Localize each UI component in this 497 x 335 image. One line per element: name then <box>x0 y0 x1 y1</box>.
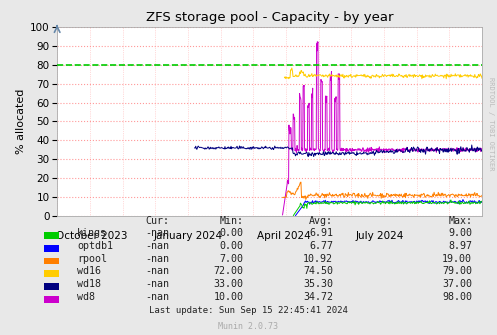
Text: 0.00: 0.00 <box>220 241 244 251</box>
Text: wd8: wd8 <box>77 292 95 302</box>
Text: 6.91: 6.91 <box>309 228 333 238</box>
Text: Munin 2.0.73: Munin 2.0.73 <box>219 322 278 331</box>
Text: Cur:: Cur: <box>145 216 169 226</box>
Text: -nan: -nan <box>145 266 169 276</box>
Text: optdb1: optdb1 <box>77 241 113 251</box>
Text: 0.00: 0.00 <box>220 228 244 238</box>
Text: -nan: -nan <box>145 292 169 302</box>
Text: kings: kings <box>77 228 107 238</box>
Text: 7.00: 7.00 <box>220 254 244 264</box>
Text: wd18: wd18 <box>77 279 101 289</box>
Text: Max:: Max: <box>448 216 472 226</box>
Text: wd16: wd16 <box>77 266 101 276</box>
Text: 74.50: 74.50 <box>303 266 333 276</box>
Text: 6.77: 6.77 <box>309 241 333 251</box>
Text: 34.72: 34.72 <box>303 292 333 302</box>
Text: -nan: -nan <box>145 279 169 289</box>
Text: April 2024: April 2024 <box>257 231 311 241</box>
Text: -nan: -nan <box>145 228 169 238</box>
Text: Last update: Sun Sep 15 22:45:41 2024: Last update: Sun Sep 15 22:45:41 2024 <box>149 306 348 315</box>
Text: Avg:: Avg: <box>309 216 333 226</box>
Text: rpool: rpool <box>77 254 107 264</box>
Text: 9.00: 9.00 <box>448 228 472 238</box>
Text: 8.97: 8.97 <box>448 241 472 251</box>
Text: 79.00: 79.00 <box>442 266 472 276</box>
Text: 10.00: 10.00 <box>214 292 244 302</box>
Text: RRDTOOL / TOBI OETIKER: RRDTOOL / TOBI OETIKER <box>488 77 494 171</box>
Text: July 2024: July 2024 <box>356 231 404 241</box>
Text: 98.00: 98.00 <box>442 292 472 302</box>
Text: January 2024: January 2024 <box>154 231 223 241</box>
Title: ZFS storage pool - Capacity - by year: ZFS storage pool - Capacity - by year <box>146 11 393 24</box>
Text: 35.30: 35.30 <box>303 279 333 289</box>
Text: 10.92: 10.92 <box>303 254 333 264</box>
Text: 33.00: 33.00 <box>214 279 244 289</box>
Text: 72.00: 72.00 <box>214 266 244 276</box>
Text: -nan: -nan <box>145 241 169 251</box>
Text: Min:: Min: <box>220 216 244 226</box>
Text: 19.00: 19.00 <box>442 254 472 264</box>
Text: -nan: -nan <box>145 254 169 264</box>
Text: 37.00: 37.00 <box>442 279 472 289</box>
Text: October 2023: October 2023 <box>56 231 128 241</box>
Y-axis label: % allocated: % allocated <box>16 89 26 154</box>
